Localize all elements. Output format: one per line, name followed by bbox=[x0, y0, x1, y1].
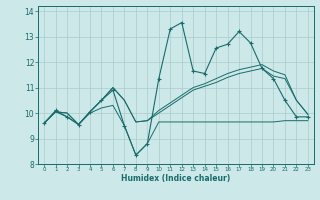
X-axis label: Humidex (Indice chaleur): Humidex (Indice chaleur) bbox=[121, 174, 231, 183]
